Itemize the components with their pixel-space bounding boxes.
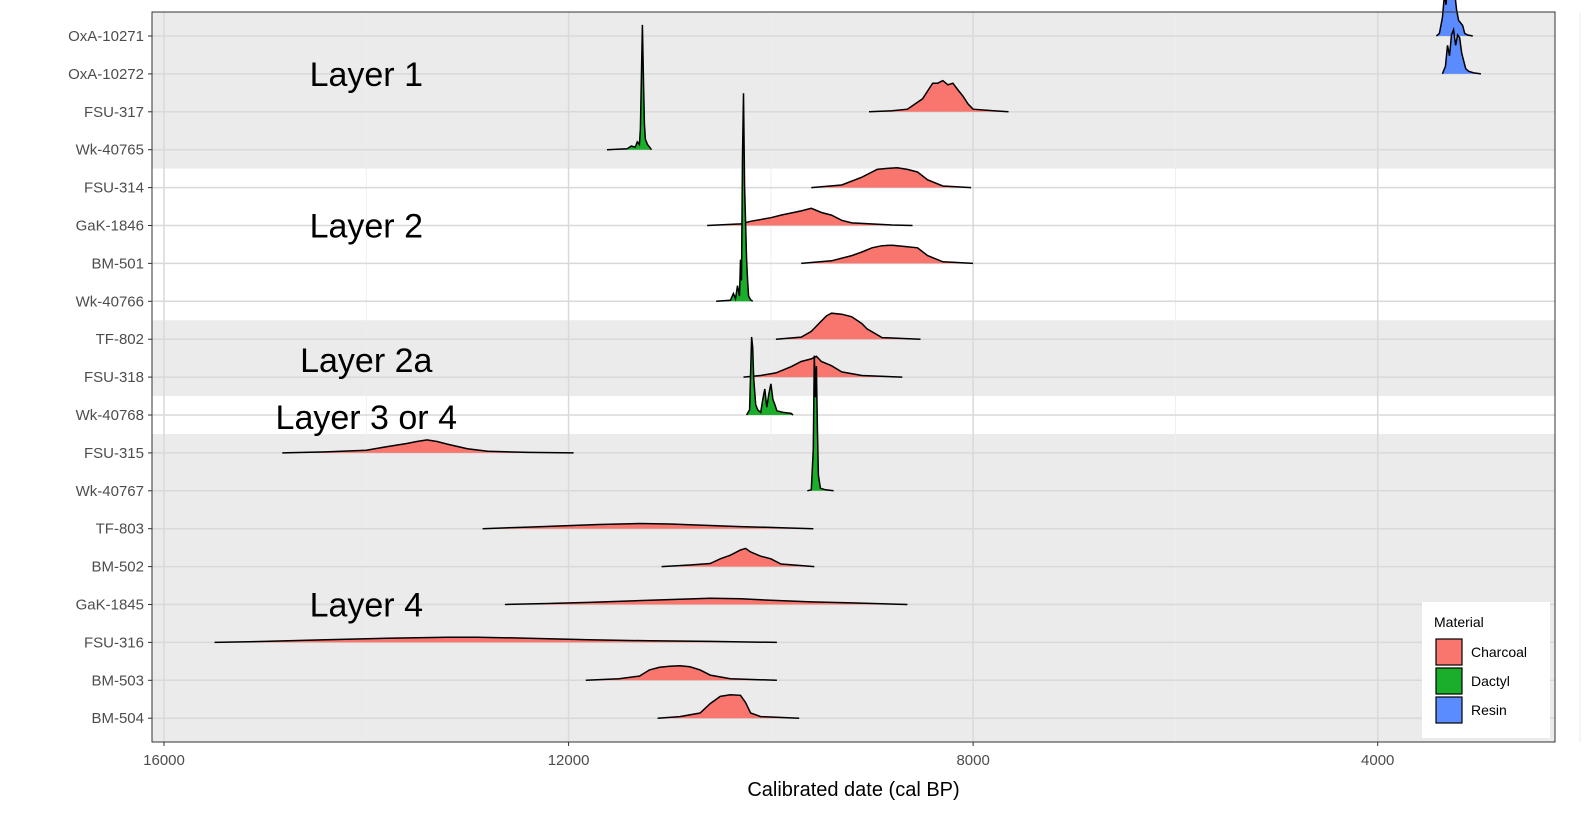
ridge-wk-40768 bbox=[745, 336, 794, 416]
y-tick-label: BM-503 bbox=[91, 672, 144, 689]
ridge-outline bbox=[661, 547, 815, 568]
x-tick-label: 4000 bbox=[1361, 752, 1394, 769]
ridge-fill bbox=[743, 356, 903, 378]
y-tick-label: TF-802 bbox=[96, 331, 144, 348]
band-layer-4 bbox=[152, 433, 1555, 742]
ridge-oxa-10271 bbox=[1435, 0, 1473, 37]
ridge-fill bbox=[657, 694, 800, 719]
density-ridges bbox=[214, 0, 1482, 719]
y-tick-label: TF-803 bbox=[96, 521, 144, 538]
y-tick-label: Wk-40766 bbox=[76, 293, 144, 310]
ridge-bm-504 bbox=[657, 694, 800, 719]
ridge-fill bbox=[282, 439, 574, 453]
ridge-fill bbox=[869, 80, 1009, 112]
legend-title: Material bbox=[1434, 614, 1484, 630]
y-axis: OxA-10271 OxA-10272 FSU-317 Wk-40765 FSU-314… bbox=[68, 28, 152, 727]
ridge-bm-502 bbox=[661, 547, 815, 568]
ridge-fsu-317 bbox=[868, 79, 1009, 113]
ridge-wk-40767 bbox=[807, 355, 834, 492]
ridge-fsu-316 bbox=[214, 636, 777, 644]
layer-label-layer-4: Layer 4 bbox=[310, 587, 423, 625]
ridge-outline bbox=[504, 597, 908, 606]
y-tick-label: FSU-318 bbox=[84, 369, 144, 386]
ridge-outline bbox=[807, 355, 834, 492]
ridge-fsu-315 bbox=[282, 439, 574, 454]
y-tick-label: FSU-317 bbox=[84, 104, 144, 121]
layer-label-layer-2a: Layer 2a bbox=[300, 342, 432, 380]
x-tick-label: 8000 bbox=[956, 752, 989, 769]
ridge-outline bbox=[657, 694, 800, 719]
ridge-fill bbox=[1436, 0, 1473, 36]
ridge-outline bbox=[214, 636, 777, 644]
y-tick-label: Wk-40767 bbox=[76, 483, 144, 500]
legend-key-charcoal bbox=[1435, 638, 1463, 666]
ridge-tf-802 bbox=[775, 312, 921, 340]
legend-label-resin: Resin bbox=[1471, 702, 1507, 718]
y-tick-label: Wk-40768 bbox=[76, 407, 144, 424]
x-axis: 16000 12000 8000 4000 bbox=[143, 742, 1394, 769]
ridge-outline bbox=[585, 664, 777, 682]
ridge-fsu-314 bbox=[811, 167, 972, 189]
ridge-fill bbox=[775, 313, 921, 340]
y-tick-label: BM-501 bbox=[91, 255, 144, 272]
y-tick-label: OxA-10271 bbox=[68, 28, 144, 45]
ridge-fill bbox=[811, 167, 972, 188]
band-layer-2 bbox=[152, 168, 1555, 321]
y-tick-label: Wk-40765 bbox=[76, 142, 144, 159]
y-tick-label: OxA-10272 bbox=[68, 66, 144, 83]
layer-label-layer-2: Layer 2 bbox=[310, 208, 423, 246]
ridge-fill bbox=[807, 355, 834, 491]
x-tick-label: 12000 bbox=[548, 752, 590, 769]
ridge-fill bbox=[1442, 29, 1481, 74]
ridge-tf-803 bbox=[482, 522, 814, 530]
ridge-outline bbox=[811, 167, 972, 189]
ridge-outline bbox=[775, 312, 921, 340]
ridge-wk-40765 bbox=[606, 24, 653, 151]
layer-labels: Layer 1 Layer 2 Layer 2a Layer 3 or 4 Layer … bbox=[276, 56, 457, 625]
y-tick-label: FSU-315 bbox=[84, 445, 144, 462]
ridge-outline bbox=[716, 93, 754, 303]
ridge-fill bbox=[585, 665, 777, 681]
gridlines bbox=[152, 12, 1581, 742]
ridge-outline bbox=[282, 439, 574, 454]
x-axis-title: Calibrated date (cal BP) bbox=[747, 779, 959, 801]
y-tick-label: GaK-1846 bbox=[76, 218, 144, 235]
ridge-gak-1846 bbox=[707, 207, 913, 227]
legend-key-dactyl bbox=[1435, 667, 1463, 695]
ridge-fill bbox=[482, 523, 814, 529]
ridge-bm-501 bbox=[801, 244, 974, 265]
x-tick-label: 16000 bbox=[143, 752, 185, 769]
legend-label-charcoal: Charcoal bbox=[1471, 644, 1527, 660]
ridge-fill bbox=[504, 598, 908, 605]
ridge-fill bbox=[607, 24, 652, 150]
ridge-outline bbox=[868, 79, 1009, 113]
layer-label-layer-1: Layer 1 bbox=[310, 56, 423, 94]
ridge-fill bbox=[746, 337, 794, 415]
ridge-outline bbox=[482, 522, 814, 530]
legend: Material Charcoal Dactyl Resin bbox=[1422, 602, 1550, 738]
y-tick-label: GaK-1845 bbox=[76, 597, 144, 614]
ridge-oxa-10272 bbox=[1441, 26, 1482, 75]
ridge-outline bbox=[606, 24, 653, 151]
y-tick-label: FSU-314 bbox=[84, 180, 144, 197]
y-tick-label: BM-504 bbox=[91, 710, 144, 727]
ridge-outline bbox=[745, 336, 794, 416]
y-tick-label: BM-502 bbox=[91, 559, 144, 576]
ridge-gak-1845 bbox=[504, 597, 908, 606]
y-tick-label: FSU-316 bbox=[84, 634, 144, 651]
layer-label-layer-3-or-4: Layer 3 or 4 bbox=[276, 399, 457, 437]
ridge-outline bbox=[1441, 26, 1482, 75]
layer-bands bbox=[152, 12, 1555, 742]
ridge-outline bbox=[801, 244, 974, 265]
ridge-wk-40766 bbox=[716, 93, 754, 303]
legend-label-dactyl: Dactyl bbox=[1471, 673, 1510, 689]
ridge-outline bbox=[707, 207, 913, 227]
band-layer-1 bbox=[152, 12, 1555, 169]
ridge-fill bbox=[801, 245, 974, 264]
ridge-bm-503 bbox=[585, 664, 777, 682]
ridge-outline bbox=[1435, 0, 1473, 37]
ridge-fill bbox=[707, 208, 913, 226]
legend-key-resin bbox=[1435, 696, 1463, 724]
